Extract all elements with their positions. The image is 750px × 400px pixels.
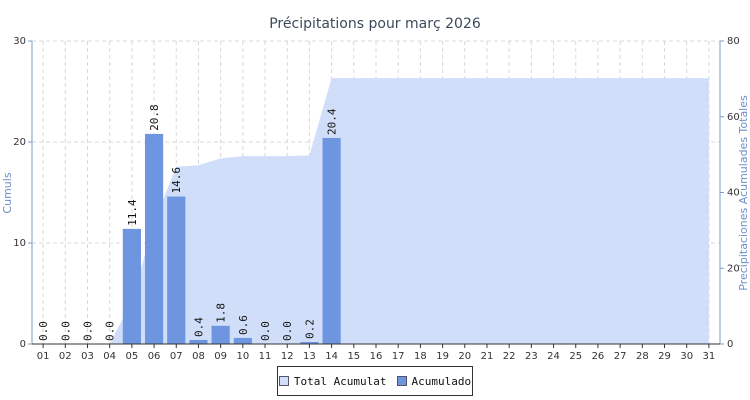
x-tick-label: 13: [303, 351, 316, 362]
data-label-13: 0.2: [303, 319, 316, 339]
x-tick-label: 04: [103, 351, 116, 362]
legend-item-acumulado: Acumulado: [396, 374, 472, 388]
data-label-11: 0.0: [259, 321, 272, 341]
x-tick-label: 03: [81, 351, 94, 362]
x-tick-label: 16: [370, 351, 383, 362]
x-tick-label: 23: [525, 351, 538, 362]
x-tick-label: 20: [458, 351, 471, 362]
cumulative-area-shape: [43, 78, 709, 345]
bar-05: [122, 228, 141, 344]
bar-13: [300, 341, 319, 344]
legend-item-total: Total Acumulat: [278, 374, 387, 388]
bar-14: [322, 137, 341, 344]
x-tick-label: 31: [703, 351, 716, 362]
x-tick-label: 08: [192, 351, 205, 362]
x-tick-label: 01: [37, 351, 50, 362]
x-tick-label: 05: [126, 351, 139, 362]
y2-tick-label: 80: [727, 36, 740, 47]
bars: [122, 133, 341, 344]
x-tick-label: 02: [59, 351, 72, 362]
x-tick-label: 21: [481, 351, 494, 362]
data-label-03: 0.0: [81, 321, 94, 341]
cumulative-area: [43, 78, 709, 345]
x-tick-label: 06: [148, 351, 161, 362]
chart-title: Précipitations pour marҫ 2026: [269, 16, 481, 32]
y-tick-label: 0: [20, 339, 26, 350]
data-label-08: 0.4: [192, 317, 205, 337]
y2-tick-label: 0: [727, 339, 733, 350]
bar-10: [233, 337, 252, 344]
x-tick-label: 12: [281, 351, 294, 362]
legend-swatch-total: [278, 376, 289, 386]
axes: 0 10 20 30 0 20 40 60 80 01 02 03 04 05 06 07 08 09 10 11 12…: [13, 36, 739, 362]
legend: Total Acumulat Acumulado: [277, 366, 473, 396]
y2-tick-label: 60: [727, 112, 740, 123]
x-tick-label: 30: [680, 351, 693, 362]
y2-tick-label: 20: [727, 263, 740, 274]
x-tick-label: 25: [569, 351, 582, 362]
x-tick-label: 22: [503, 351, 516, 362]
y2-axis-title: Precipitaciones Acumulades Totales: [737, 95, 750, 291]
bar-07: [167, 196, 186, 344]
bar-08: [189, 339, 208, 344]
x-tick-label: 19: [436, 351, 449, 362]
data-label-06: 20.8: [148, 104, 161, 131]
y-tick-label: 10: [13, 238, 26, 249]
data-labels: 0.0 0.0 0.0 0.0 11.4 20.8 14.6 0.4 1.8 0.6 0.0 0.0 0…: [37, 104, 339, 341]
x-tick-label: 10: [236, 351, 249, 362]
data-label-02: 0.0: [59, 321, 72, 341]
bar-06: [144, 133, 164, 344]
y-axis-title: Cumuls: [1, 172, 14, 213]
x-tick-label: 26: [592, 351, 605, 362]
x-tick-label: 11: [259, 351, 272, 362]
x-tick-label: 09: [214, 351, 227, 362]
x-tick-label: 18: [414, 351, 427, 362]
y-tick-label: 30: [13, 36, 26, 47]
data-label-04: 0.0: [104, 321, 117, 341]
x-tick-label: 29: [658, 351, 671, 362]
data-label-12: 0.0: [281, 321, 294, 341]
data-label-01: 0.0: [37, 321, 50, 341]
bar-09: [211, 325, 230, 344]
x-tick-label: 14: [325, 351, 338, 362]
x-tick-label: 24: [547, 351, 560, 362]
data-label-09: 1.8: [215, 303, 228, 323]
y2-tick-label: 40: [727, 188, 740, 199]
x-tick-label: 07: [170, 351, 183, 362]
x-tick-label: 27: [614, 351, 627, 362]
legend-label-total: Total Acumulat: [293, 374, 387, 388]
legend-swatch-acumulado: [396, 376, 407, 386]
y-tick-label: 20: [13, 137, 26, 148]
data-label-05: 11.4: [126, 199, 139, 226]
data-label-10: 0.6: [237, 315, 250, 335]
data-label-07: 14.6: [170, 167, 183, 194]
legend-label-acumulado: Acumulado: [411, 374, 472, 388]
x-tick-label: 15: [347, 351, 360, 362]
data-label-14: 20.4: [326, 108, 339, 135]
x-tick-label: 28: [636, 351, 649, 362]
x-tick-label: 17: [392, 351, 405, 362]
